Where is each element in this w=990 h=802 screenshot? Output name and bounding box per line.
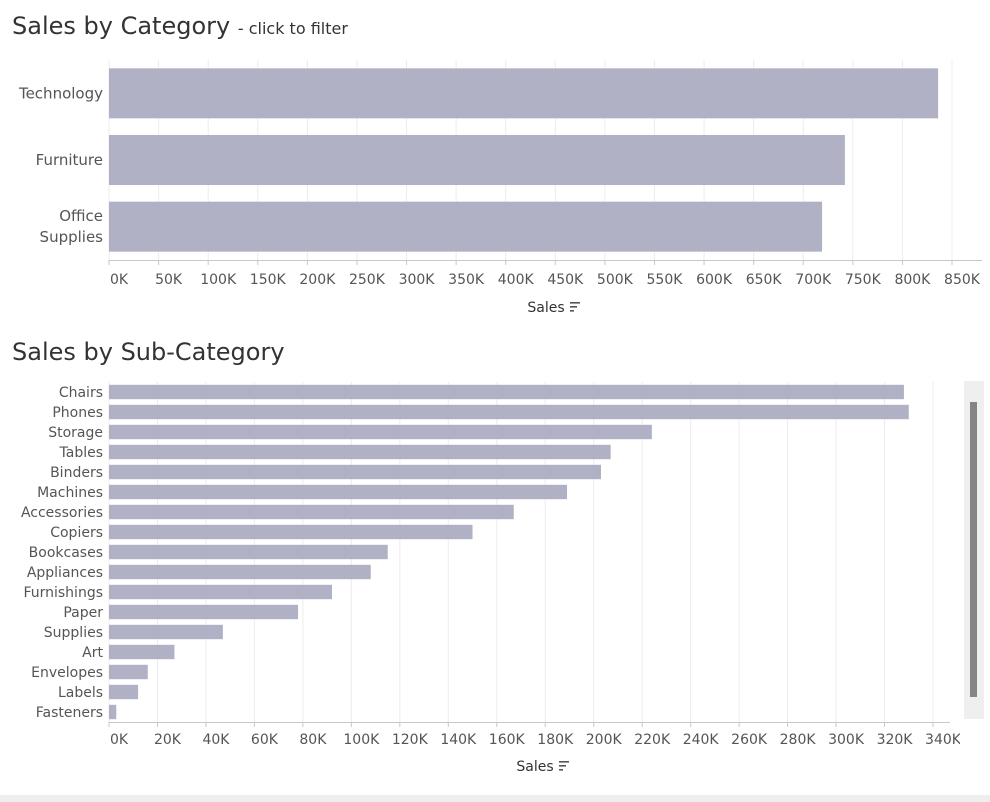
bar[interactable] (109, 564, 371, 580)
bar[interactable] (109, 68, 939, 119)
subcategory-bar-chart[interactable]: Chairs Phones Storage Tables Binders Machines… (0, 380, 960, 780)
bar[interactable] (109, 584, 332, 600)
x-tick-label: 80K (299, 732, 327, 748)
x-tick-label: 800K (894, 272, 931, 288)
x-tick-label: 450K (547, 272, 584, 288)
x-tick-label: 250K (349, 272, 386, 288)
x-tick-label: 0K (110, 272, 129, 288)
category-label[interactable]: Paper (63, 605, 103, 621)
bottom-divider (0, 795, 990, 802)
category-label[interactable]: Appliances (27, 565, 103, 581)
x-tick-label: 200K (586, 732, 623, 748)
bar[interactable] (109, 664, 148, 680)
bar[interactable] (109, 424, 652, 440)
category-label[interactable]: Storage (48, 425, 103, 441)
x-tick-label: 40K (202, 732, 230, 748)
x-tick-label: 120K (392, 732, 429, 748)
x-tick-label: 0K (110, 732, 129, 748)
subcategory-chart-title-text: Sales by Sub-Category (12, 338, 285, 366)
category-label[interactable]: Copiers (50, 525, 103, 541)
x-tick-label: 600K (696, 272, 733, 288)
x-tick-label: 20K (154, 732, 182, 748)
category-label[interactable]: Supplies (44, 625, 103, 641)
bar[interactable] (109, 544, 388, 560)
bar[interactable] (109, 644, 175, 660)
x-tick-label: 300K (828, 732, 865, 748)
x-tick-label: 300K (399, 272, 436, 288)
category-label[interactable]: Furnishings (23, 585, 103, 601)
category-label[interactable]: Fasteners (36, 705, 103, 721)
category-chart-title: Sales by Category - click to filter (12, 12, 348, 40)
bar[interactable] (109, 604, 299, 620)
category-label[interactable]: Tables (59, 445, 104, 461)
bar[interactable] (109, 444, 611, 460)
bar[interactable] (109, 135, 845, 185)
bar[interactable] (109, 464, 601, 480)
x-tick-label: 550K (647, 272, 684, 288)
x-tick-label: 700K (795, 272, 832, 288)
x-tick-label: 320K (877, 732, 914, 748)
category-label[interactable]: Binders (50, 465, 103, 481)
category-label[interactable]: Accessories (21, 505, 103, 521)
x-tick-label: 400K (498, 272, 535, 288)
bar[interactable] (109, 624, 223, 640)
x-tick-label: 240K (683, 732, 720, 748)
x-tick-label: 140K (440, 732, 477, 748)
category-label[interactable]: Labels (58, 685, 103, 701)
category-label[interactable]: Office (59, 207, 103, 225)
sort-descending-icon[interactable] (559, 761, 569, 771)
bar[interactable] (109, 384, 904, 400)
x-tick-label: 160K (489, 732, 526, 748)
vertical-scrollbar-thumb[interactable] (970, 402, 977, 697)
category-label[interactable]: Furniture (36, 151, 103, 169)
bar[interactable] (109, 484, 568, 500)
x-tick-label: 60K (251, 732, 279, 748)
x-tick-label: 500K (597, 272, 634, 288)
x-tick-label: 100K (200, 272, 237, 288)
category-chart-title-text: Sales by Category (12, 12, 231, 40)
x-tick-label: 150K (250, 272, 287, 288)
category-label[interactable]: Machines (37, 485, 103, 501)
x-tick-label: 340K (925, 732, 960, 748)
x-axis-title: Sales (516, 759, 553, 775)
x-axis-title: Sales (527, 300, 564, 316)
x-tick-label: 650K (746, 272, 783, 288)
category-label[interactable]: Phones (52, 405, 103, 421)
category-label[interactable]: Chairs (59, 385, 103, 401)
category-bar-chart[interactable]: Technology Furniture Office Supplies 0K 50K 10… (0, 60, 990, 320)
category-label[interactable]: Envelopes (31, 665, 103, 681)
x-tick-label: 180K (537, 732, 574, 748)
bar[interactable] (109, 524, 473, 540)
x-tick-label: 50K (155, 272, 183, 288)
x-tick-label: 260K (731, 732, 768, 748)
category-label[interactable]: Supplies (40, 228, 104, 246)
category-label[interactable]: Technology (18, 84, 103, 102)
bar[interactable] (109, 404, 909, 420)
sort-descending-icon[interactable] (570, 302, 580, 312)
x-tick-label: 350K (448, 272, 485, 288)
category-chart-subtitle: - click to filter (237, 19, 348, 38)
x-tick-label: 100K (343, 732, 380, 748)
x-tick-label: 280K (780, 732, 817, 748)
bar[interactable] (109, 504, 514, 520)
bar[interactable] (109, 704, 117, 720)
bar[interactable] (109, 684, 139, 700)
x-tick-label: 850K (944, 272, 981, 288)
x-tick-label: 200K (299, 272, 336, 288)
bar[interactable] (109, 201, 823, 252)
category-label[interactable]: Bookcases (29, 545, 103, 561)
subcategory-chart-title: Sales by Sub-Category (12, 338, 285, 366)
x-tick-label: 750K (845, 272, 882, 288)
category-label[interactable]: Art (82, 645, 103, 661)
x-tick-label: 220K (634, 732, 671, 748)
